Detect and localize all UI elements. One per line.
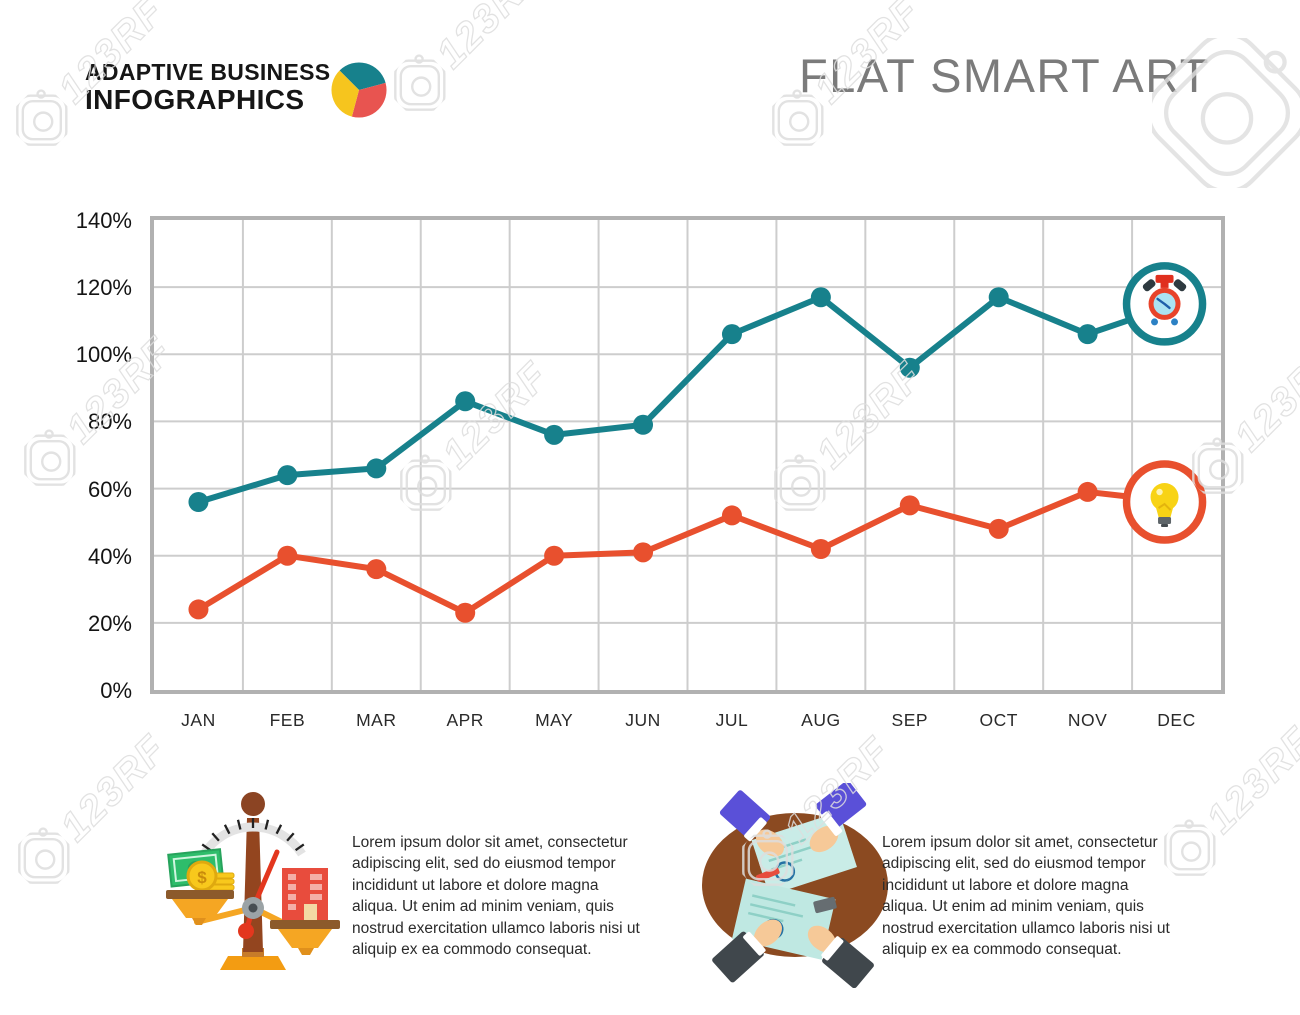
data-point: [455, 391, 476, 412]
data-point: [899, 357, 920, 378]
x-axis-label: JUN: [625, 710, 661, 730]
light-bulb-icon: [1150, 483, 1179, 527]
x-axis-label: APR: [446, 710, 484, 730]
data-point: [366, 559, 387, 580]
page-title: FLAT SMART ART: [798, 49, 1210, 102]
y-axis-label: 0%: [100, 678, 132, 703]
x-axis-label: MAR: [356, 710, 397, 730]
data-point: [455, 602, 476, 623]
data-point: [899, 495, 920, 516]
data-point: [633, 542, 654, 563]
data-point: [544, 424, 565, 445]
data-point: [277, 545, 298, 566]
data-point: [277, 465, 298, 486]
x-axis-label: DEC: [1157, 710, 1196, 730]
logo: ADAPTIVE BUSINESS INFOGRAPHICS: [85, 60, 330, 115]
camera-watermark-icon: [16, 89, 68, 146]
x-axis-label: JAN: [181, 710, 216, 730]
watermark-text: 123RF: [427, 0, 552, 77]
x-axis-label: OCT: [979, 710, 1018, 730]
logo-line1: ADAPTIVE BUSINESS: [85, 59, 331, 85]
y-axis-label: 100%: [75, 342, 132, 368]
series-line-2: [195, 488, 1180, 616]
x-axis-label: AUG: [801, 710, 841, 730]
y-axis-label: 40%: [87, 543, 132, 569]
x-axis: JAN FEB MAR APR MAY JUN JUL AUG SEP OCT NOV DEC: [150, 710, 1225, 736]
series-line-1: [195, 294, 1180, 505]
watermark-text: 123RF: [1225, 336, 1300, 460]
data-point: [188, 492, 209, 512]
line-chart: [154, 220, 1221, 690]
line-chart-plot-area: [150, 216, 1225, 694]
y-axis-label: 60%: [87, 476, 132, 502]
data-point: [633, 414, 654, 435]
data-point: [721, 324, 742, 345]
y-axis-label: 20%: [87, 610, 132, 636]
meeting-table-illustration: [702, 783, 888, 988]
data-point: [988, 518, 1009, 539]
balance-scale-illustration: $: [166, 792, 340, 970]
data-point: [810, 287, 831, 308]
logo-line2: INFOGRAPHICS: [85, 84, 305, 116]
x-axis-label: SEP: [891, 710, 929, 730]
footer-right-text: Lorem ipsum dolor sit amet, consectetur …: [882, 833, 1170, 959]
data-point: [988, 287, 1009, 308]
y-axis: 0% 20% 40% 60% 80% 100% 120% 140%: [36, 208, 132, 703]
y-axis-label: 80%: [87, 409, 132, 435]
y-axis-label: 140%: [75, 208, 132, 233]
camera-watermark-icon: [394, 54, 446, 111]
camera-watermark-icon: [18, 827, 70, 884]
data-point: [366, 458, 387, 479]
data-point: [1077, 324, 1098, 345]
data-point: [721, 505, 742, 526]
svg-text:$: $: [197, 868, 207, 887]
data-point: [1077, 481, 1098, 502]
alarm-clock-icon: [1142, 274, 1187, 326]
x-axis-label: NOV: [1067, 710, 1108, 730]
x-axis-label: JUL: [715, 710, 749, 730]
x-axis-label: MAY: [535, 710, 574, 730]
watermark-text: 123RF: [1197, 718, 1300, 842]
footer-left-text: Lorem ipsum dolor sit amet, consectetur …: [352, 833, 640, 959]
y-axis-label: 120%: [75, 275, 132, 301]
data-point: [188, 599, 209, 620]
x-axis-label: FEB: [269, 710, 306, 730]
watermark: 123RF: [380, 0, 555, 125]
data-point: [810, 539, 831, 559]
data-point: [544, 545, 565, 566]
pie-chart-logo-icon: [331, 62, 387, 118]
